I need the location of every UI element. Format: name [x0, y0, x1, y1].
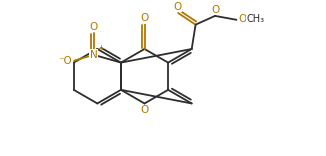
Text: O: O [141, 13, 149, 24]
Text: CH₃: CH₃ [246, 14, 264, 24]
Text: O: O [238, 14, 247, 24]
Text: +: + [97, 44, 104, 53]
Text: O: O [173, 2, 181, 12]
Text: O: O [90, 22, 98, 32]
Text: O: O [141, 105, 149, 115]
Text: N: N [90, 50, 97, 60]
Text: O: O [211, 5, 219, 15]
Text: ⁻O: ⁻O [59, 56, 72, 66]
